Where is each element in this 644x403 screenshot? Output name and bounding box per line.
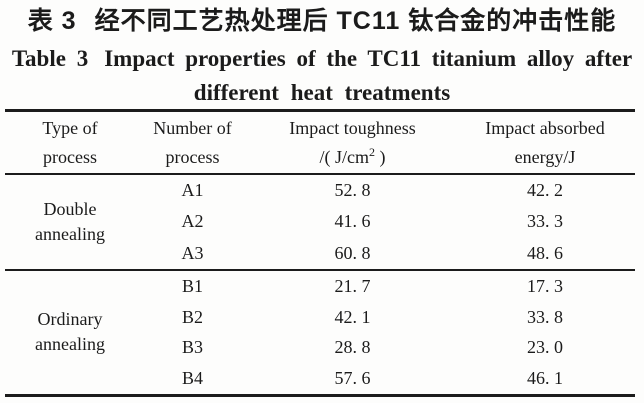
cell-impact-toughness: 28. 8 — [334, 337, 371, 358]
cell-absorbed-energy: 17. 3 — [527, 275, 563, 296]
group-type-line: annealing — [35, 223, 105, 244]
group-type-line: Ordinary — [37, 309, 103, 330]
cell-impact-toughness: 52. 8 — [334, 180, 371, 201]
cell-impact-toughness: 41. 6 — [334, 211, 371, 232]
table-title-zh: 表 3 经不同工艺热处理后 TC11 钛合金的冲击性能 — [0, 6, 644, 36]
group-type-line: Double — [43, 198, 97, 219]
cell-process-number: B4 — [181, 368, 203, 389]
column-header-impact-toughness: Impact toughness /( J/cm2 ) — [250, 114, 455, 172]
header-line: energy/J — [514, 146, 576, 167]
cell-absorbed-energy: 46. 1 — [527, 368, 563, 389]
table-group-double-annealing: Double annealing A1 52. 8 42. 2 A2 41. 6… — [5, 175, 635, 269]
cell-impact-toughness: 60. 8 — [334, 242, 371, 263]
group-type-label: Double annealing — [5, 197, 135, 247]
header-line: process — [43, 146, 97, 167]
unit-suffix: ) — [375, 146, 386, 167]
cell-process-number: A1 — [181, 180, 204, 201]
cell-process-number: B3 — [181, 337, 203, 358]
cell-absorbed-energy: 42. 2 — [527, 180, 563, 201]
cell-absorbed-energy: 48. 6 — [527, 242, 563, 263]
data-table: Type of process Number of process Impact… — [5, 109, 635, 397]
header-line: Impact absorbed — [485, 117, 605, 138]
header-separator-rule — [5, 173, 635, 175]
cell-process-number: A3 — [181, 242, 204, 263]
header-line: Number of — [153, 117, 232, 138]
column-header-type-of-process: Type of process — [5, 114, 135, 172]
table-title-en-text: Impact properties of the TC11 titanium a… — [104, 46, 633, 71]
table-title-en-line2: different heat treatments — [193, 80, 451, 105]
cell-impact-toughness: 57. 6 — [334, 368, 371, 389]
cell-process-number: B2 — [181, 306, 203, 327]
cell-absorbed-energy: 33. 3 — [527, 211, 563, 232]
table-header-row: Type of process Number of process Impact… — [5, 112, 635, 173]
header-line: Type of — [42, 117, 98, 138]
header-unit-line: /( J/cm2 ) — [250, 143, 455, 172]
cell-absorbed-energy: 23. 0 — [527, 337, 563, 358]
cell-impact-toughness: 21. 7 — [334, 275, 371, 296]
group-type-label: Ordinary annealing — [5, 307, 135, 357]
group-type-line: annealing — [35, 334, 105, 355]
header-line: Impact toughness — [289, 117, 416, 138]
table-top-rule — [5, 109, 635, 112]
header-line: process — [165, 146, 220, 167]
cell-process-number: A2 — [181, 211, 204, 232]
table-title-en-label: Table 3 — [11, 46, 89, 71]
cell-absorbed-energy: 33. 8 — [527, 306, 563, 327]
cell-process-number: B1 — [181, 275, 203, 296]
table-title-zh-label: 表 3 — [27, 7, 77, 35]
column-header-number-of-process: Number of process — [135, 114, 250, 172]
unit-superscript: 2 — [369, 144, 375, 159]
unit-prefix: /( J/cm — [319, 146, 370, 167]
column-header-impact-absorbed-energy: Impact absorbed energy/J — [455, 114, 635, 172]
group-separator-rule — [5, 268, 635, 271]
table-title-en-line1: Table 3 Impact properties of the TC11 tit… — [0, 45, 644, 73]
table-bottom-rule — [5, 393, 635, 397]
table-title-zh-text: 经不同工艺热处理后 TC11 钛合金的冲击性能 — [94, 7, 617, 35]
cell-impact-toughness: 42. 1 — [334, 306, 371, 327]
table-group-ordinary-annealing: Ordinary annealing B1 21. 7 17. 3 B2 42.… — [5, 271, 635, 394]
